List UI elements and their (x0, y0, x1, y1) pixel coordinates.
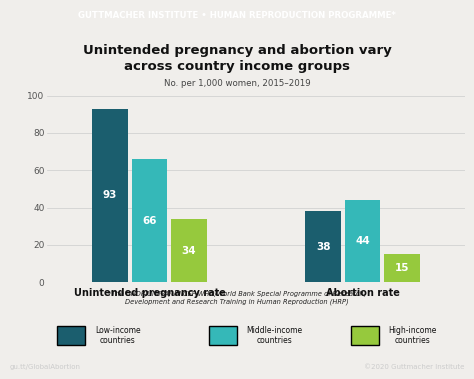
Text: 34: 34 (182, 246, 196, 255)
FancyBboxPatch shape (57, 326, 85, 345)
Text: 38: 38 (316, 242, 330, 252)
Text: 93: 93 (103, 191, 117, 200)
Text: Middle-income
countries: Middle-income countries (246, 326, 302, 345)
Text: 44: 44 (355, 236, 370, 246)
Text: Low-income
countries: Low-income countries (95, 326, 140, 345)
Text: 66: 66 (142, 216, 157, 226)
Text: No. per 1,000 women, 2015–2019: No. per 1,000 women, 2015–2019 (164, 79, 310, 88)
Text: ©2020 Guttmacher Institute: ©2020 Guttmacher Institute (364, 364, 465, 370)
Bar (132, 159, 167, 282)
Text: Unintended pregnancy and abortion vary
across country income groups: Unintended pregnancy and abortion vary a… (82, 44, 392, 73)
Bar (345, 200, 380, 282)
Text: *The UNDP/UNFPA/UNICEF/WHO/World Bank Special Programme of Research,
Development: *The UNDP/UNFPA/UNICEF/WHO/World Bank Sp… (108, 291, 366, 304)
Bar (92, 109, 128, 282)
Bar (384, 254, 420, 282)
Text: GUTTMACHER INSTITUTE • HUMAN REPRODUCTION PROGRAMME*: GUTTMACHER INSTITUTE • HUMAN REPRODUCTIO… (78, 11, 396, 20)
Bar (305, 211, 341, 282)
FancyBboxPatch shape (351, 326, 379, 345)
FancyBboxPatch shape (209, 326, 237, 345)
Text: gu.tt/GlobalAbortion: gu.tt/GlobalAbortion (9, 364, 81, 370)
Text: High-income
countries: High-income countries (389, 326, 437, 345)
Text: 15: 15 (395, 263, 409, 273)
Bar (171, 219, 207, 282)
